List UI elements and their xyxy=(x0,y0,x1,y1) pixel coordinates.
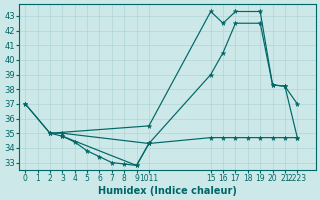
X-axis label: Humidex (Indice chaleur): Humidex (Indice chaleur) xyxy=(98,186,237,196)
